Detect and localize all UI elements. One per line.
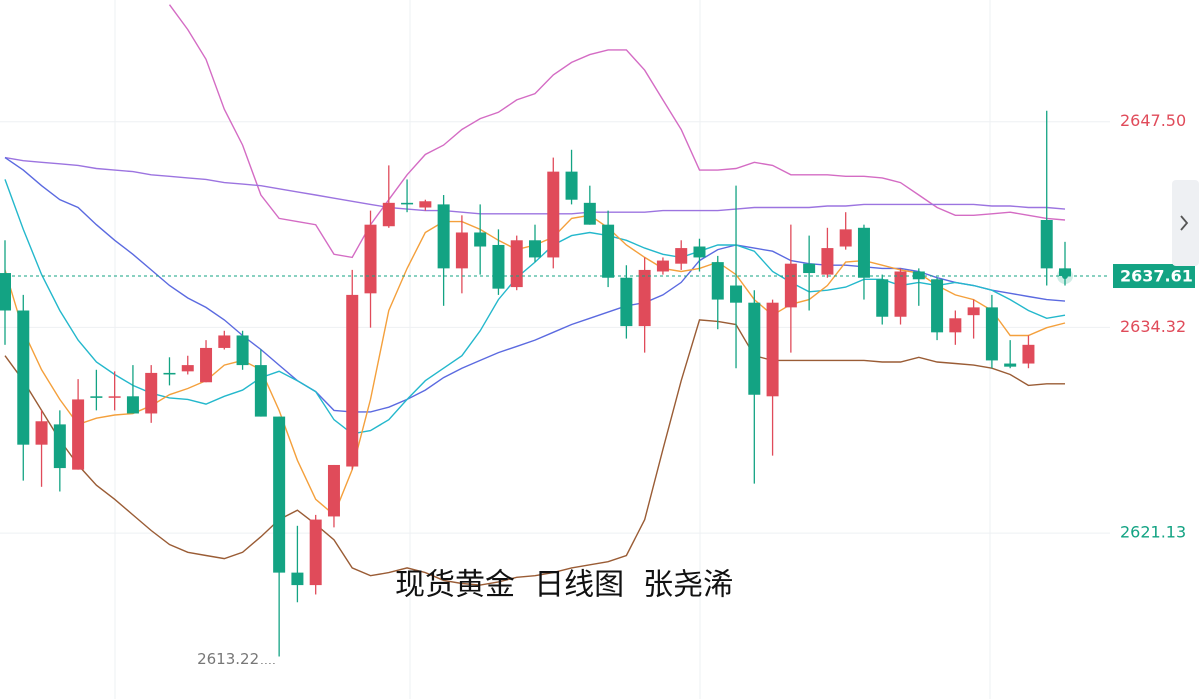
candle-body [821,248,834,275]
candle-body [181,365,194,372]
candle-body [931,279,944,333]
candle-body [163,372,176,375]
candle-body [108,396,121,398]
candle-body [894,271,907,317]
candle-body [839,229,852,247]
candle-body [254,365,267,417]
candle-body [985,307,998,361]
watermark: 现货黄金 日线图 张尧浠 [395,568,733,603]
candle-body [0,273,11,311]
candle-body [53,424,66,469]
candle-body [474,232,487,247]
candle-body [1004,363,1017,367]
candle-body [1059,268,1071,277]
candle-body [145,372,158,414]
candle-body [273,416,286,573]
candle-body [437,204,450,269]
candle-body [675,248,688,264]
candle-body [346,294,359,467]
candle-body [90,396,103,398]
candle-body [492,244,505,289]
candle-body [17,310,30,445]
candle-body [236,335,249,366]
candle-body [711,262,724,300]
candle-body [857,227,870,278]
indicator-line [4,156,1066,215]
candle-body [547,171,560,258]
candle-body [529,240,541,258]
candle-body [291,572,304,586]
candle-body [565,171,578,200]
grid [0,121,1110,534]
current-price-dot [1062,273,1068,280]
candle-body [766,302,779,397]
candle-body [620,277,633,327]
candle-body [730,285,743,303]
candle-body [967,307,980,316]
candle-body [1022,344,1035,364]
candle-body [218,335,231,348]
candle-body [583,202,596,225]
current-price-box [1113,264,1195,289]
candle-body [638,269,651,327]
candle-body [602,224,615,278]
candles [0,110,1071,657]
candle-body [200,347,213,383]
candle-body [419,201,432,208]
y-tick-label: 2647.50 [1120,111,1186,130]
chevron-icon[interactable] [1180,215,1189,231]
candle-body [748,302,761,395]
y-tick-label: 2634.32 [1120,317,1186,336]
candle-body [401,202,414,205]
candle-body [1040,219,1053,269]
indicator-line [4,319,1065,586]
candle-body [72,399,85,470]
labels: 2621.13 2634.32 2647.50 2613.22 2637.61 [0,111,1195,668]
candle-body [309,519,322,586]
indicator-line [4,157,1066,413]
candle-body [510,240,523,288]
candle-body [803,263,816,274]
candle-body [949,318,962,333]
low-price-label: 2613.22 [197,650,259,668]
candle-body [455,232,468,269]
candle-body [656,260,669,272]
expand-button[interactable] [1172,180,1199,266]
indicator-line [168,4,1066,259]
candle-body [327,464,340,517]
candle-body [35,421,48,445]
candle-body [382,202,395,227]
candle-body [912,271,925,280]
y-tick-label: 2621.13 [1120,523,1186,542]
expand-button-bg[interactable] [1172,180,1199,266]
candle-body [876,279,889,317]
current-price-label: 2637.61 [1120,267,1193,286]
candle-body [784,263,797,308]
candle-body [693,246,706,258]
candle-body [126,396,139,414]
candle-body [364,224,377,294]
